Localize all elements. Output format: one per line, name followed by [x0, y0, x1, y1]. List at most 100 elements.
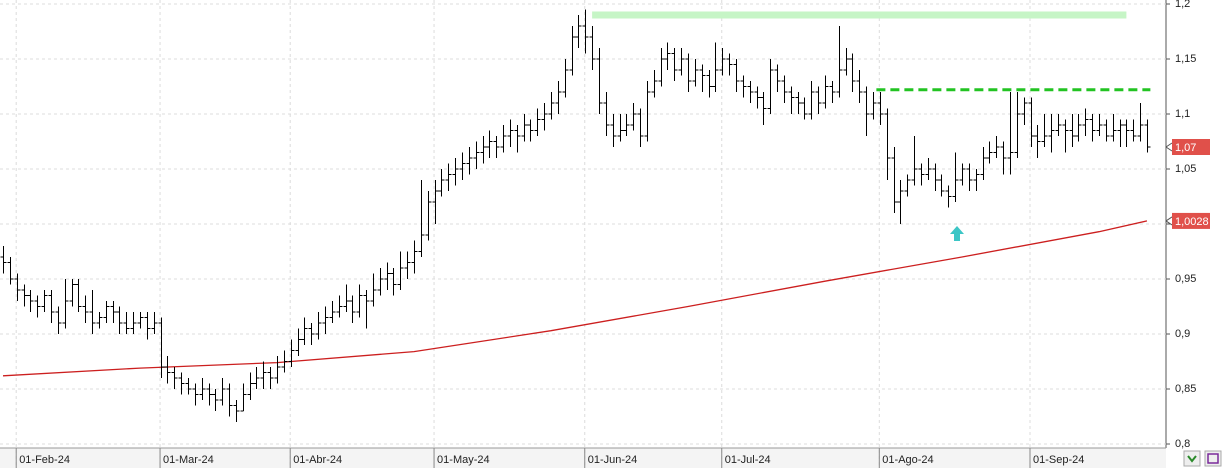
ohlc-bar	[1041, 114, 1048, 147]
ohlc-bar	[404, 251, 411, 279]
ohlc-bar	[452, 158, 459, 186]
ohlc-bar	[315, 312, 322, 340]
ohlc-bar	[1123, 119, 1130, 147]
ohlc-bar	[349, 295, 356, 323]
ohlc-bar	[959, 163, 966, 186]
ohlc-bar	[274, 356, 281, 384]
ohlc-bar	[411, 240, 418, 274]
ohlc-bar	[322, 306, 329, 334]
ohlc-bar	[82, 295, 89, 323]
ohlc-bar	[623, 114, 630, 136]
ohlc-bar	[699, 64, 706, 92]
ohlc-bar	[1028, 97, 1035, 147]
y-tick-label: 0,9	[1175, 328, 1190, 340]
ohlc-bar	[158, 317, 165, 378]
ohlc-bar	[212, 389, 219, 411]
ohlc-bar	[1075, 114, 1082, 142]
ohlc-bar	[55, 306, 62, 334]
ohlc-bar	[301, 317, 308, 345]
y-tick-label: 1,1	[1175, 108, 1190, 120]
ohlc-bar	[747, 81, 754, 103]
scroll-button[interactable]	[1183, 450, 1201, 467]
ohlc-bar	[69, 279, 76, 307]
ohlc-bar	[233, 400, 240, 422]
ohlc-bar	[432, 180, 439, 224]
ohlc-bar	[370, 273, 377, 307]
ohlc-bar	[534, 108, 541, 136]
ohlc-bar	[110, 301, 117, 323]
ohlc-bar	[178, 372, 185, 395]
price-label: 1,0028	[1175, 216, 1209, 228]
ohlc-bar	[438, 169, 445, 197]
ohlc-bar	[527, 119, 534, 142]
ohlc-bar	[651, 70, 658, 98]
ohlc-bar	[34, 295, 41, 318]
ohlc-bar	[493, 136, 500, 158]
ohlc-bar	[918, 163, 925, 186]
ohlc-bar	[459, 152, 466, 180]
ohlc-bar	[733, 59, 740, 92]
ohlc-bar	[137, 312, 144, 329]
x-axis-strip	[0, 448, 1166, 468]
ohlc-bar	[1130, 119, 1137, 142]
ohlc-bar	[486, 130, 493, 158]
y-tick-label: 0,8	[1175, 438, 1190, 450]
ohlc-bar	[1117, 119, 1124, 147]
ohlc-bar	[1055, 114, 1062, 136]
ohlc-bar	[466, 147, 473, 175]
save-icon	[1207, 453, 1219, 464]
ohlc-bar	[384, 262, 391, 290]
ohlc-bar	[1000, 141, 1007, 175]
ohlc-bar	[397, 251, 404, 290]
ohlc-bar	[41, 290, 48, 312]
ohlc-bar	[986, 141, 993, 164]
ohlc-bar	[938, 174, 945, 197]
ohlc-bar	[754, 86, 761, 109]
scroll-icon	[1187, 455, 1197, 463]
moving-average	[2, 220, 1148, 377]
ohlc-bar	[945, 185, 952, 208]
ohlc-bar	[843, 48, 850, 76]
ohlc-bar	[308, 323, 315, 345]
ohlc-bar	[116, 306, 123, 334]
up-arrow	[950, 226, 964, 241]
ohlc-bar	[336, 295, 343, 318]
ohlc-bar	[14, 273, 21, 301]
ohlc-bar	[788, 86, 795, 114]
ohlc-bar	[815, 86, 822, 114]
ohlc-bar	[390, 268, 397, 296]
ohlc-bar	[678, 48, 685, 76]
ohlc-bar	[712, 42, 719, 92]
ohlc-bar	[226, 383, 233, 417]
ohlc-bar	[637, 108, 644, 147]
ohlc-bar	[980, 147, 987, 180]
ohlc-bar	[89, 290, 96, 334]
ohlc-bar	[96, 312, 103, 329]
price-pointer	[1165, 216, 1173, 226]
ohlc-bar	[48, 290, 55, 323]
ohlc-bar	[295, 328, 302, 356]
y-tick-label: 0,85	[1175, 383, 1196, 395]
ohlc-bar	[1103, 119, 1110, 142]
ohlc-bar	[1089, 114, 1096, 142]
ohlc-bar	[144, 312, 151, 340]
ohlc-bar	[62, 279, 69, 329]
ohlc-bar	[562, 59, 569, 98]
ohlc-bar	[171, 367, 178, 389]
ohlc-bar	[27, 290, 34, 312]
ohlc-bar	[199, 378, 206, 400]
ohlc-bar	[548, 92, 555, 120]
ohlc-bar	[164, 356, 171, 384]
y-tick-label: 1,2	[1175, 0, 1190, 10]
x-tick-label: 01-Feb-24	[19, 454, 70, 466]
ohlc-bar	[726, 53, 733, 76]
ohlc-bar	[911, 136, 918, 186]
ohlc-bar	[685, 53, 692, 92]
x-tick-label: 01-May-24	[437, 454, 490, 466]
ohlc-bar	[247, 372, 254, 400]
ohlc-bar	[760, 92, 767, 125]
ohlc-bar	[281, 350, 288, 373]
ohlc-bar	[75, 279, 82, 312]
ohlc-bar	[514, 125, 521, 153]
